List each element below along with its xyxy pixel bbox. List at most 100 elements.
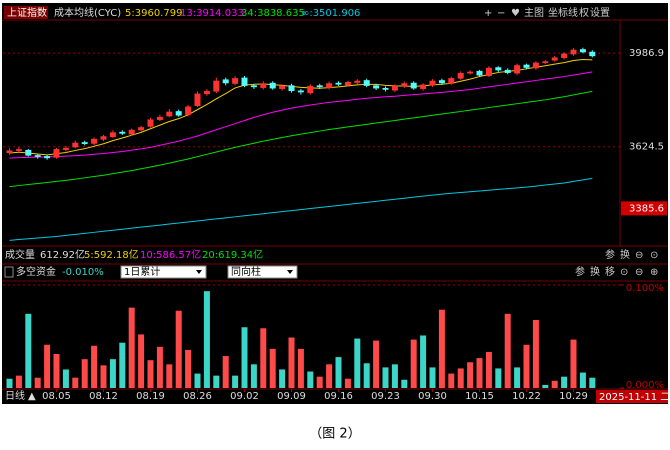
candle-body [485,67,492,77]
candle-body [156,116,163,120]
candle-body [410,82,417,89]
candle-body [72,142,79,148]
candle-body [213,80,220,92]
bar [495,368,502,388]
x-tick-label: 08.26 [183,391,212,402]
bar [476,358,483,388]
bar [91,345,98,388]
toolbar-button[interactable]: − [497,8,505,19]
bar [373,340,380,388]
x-tick-label: 09.09 [277,391,306,402]
bar [382,367,389,388]
candle-body [542,61,549,64]
candle-body [138,127,145,131]
period-arrow: ▲ [28,391,36,402]
candle-body [420,84,427,89]
volume-item: 20:619.34亿 [202,248,263,261]
bar [344,378,351,388]
candle-body [363,80,370,86]
toolbar-button[interactable]: 权 [579,6,589,19]
toolbar-button[interactable]: 设置 [590,7,610,19]
cursor-date: 2025-11-11 二 [599,392,670,403]
bar [53,354,60,388]
x-tick-label: 09.02 [230,391,259,402]
bar [542,384,549,388]
bar [100,365,107,388]
cost-line [9,59,593,156]
select[interactable] [120,265,207,279]
bar [15,375,22,388]
candle-body [382,87,389,90]
volume-item: 612.92亿 [40,248,85,261]
bar [448,373,455,388]
candle-body [260,83,267,88]
candle-body [457,72,464,79]
bar [316,376,323,388]
tool-button[interactable]: ⊙ [620,267,628,278]
bar [485,351,492,388]
volume-item: 10:586.57亿 [140,248,201,261]
x-tick-label: 08.19 [136,391,165,402]
x-tick-label: 09.30 [418,391,447,402]
candle-body [222,79,229,84]
tool-button[interactable]: ⊖ [635,250,643,261]
panel-title: 多空资金 [16,265,56,278]
tool-button[interactable]: 参 [605,248,615,261]
candle-body [100,136,107,140]
tool-button[interactable]: 换 [620,248,630,261]
candle-body [147,119,154,127]
cursor-date-box [596,390,668,403]
bar [119,342,126,388]
bar [354,338,361,388]
candle-body [279,85,286,89]
bar [232,375,239,388]
tool-button[interactable]: 移 [605,265,615,278]
price-marker-box [621,201,667,216]
candle-body [514,65,521,74]
bar [156,346,163,388]
tool-button[interactable]: 换 [590,265,600,278]
candle-body [175,111,182,116]
volume-item: 5:592.18亿 [84,248,139,261]
bar [401,379,408,388]
toolbar-button[interactable]: 坐标线 [548,6,578,19]
tool-button[interactable]: 参 [575,265,585,278]
select-label: 同向柱 [231,265,261,278]
candle-body [344,81,351,86]
candle-body [288,85,295,92]
select[interactable] [227,265,298,279]
legend-entry: 13:3914.033 [180,8,244,19]
candle-body [495,67,502,71]
bar [551,380,558,388]
bar [34,377,41,388]
toolbar-button[interactable]: ♥ [511,8,520,19]
bar [561,376,568,388]
bar [44,344,51,388]
tool-button[interactable]: ⊖ [635,267,643,278]
candle-body [429,80,436,86]
volume-label: 成交量 [5,248,35,261]
candle-body [326,83,333,88]
caption: （图 2） [309,427,360,442]
candle-body [53,149,60,158]
candle-body [62,147,69,150]
bar [589,377,596,388]
x-tick-label: 09.23 [371,391,400,402]
tool-button[interactable]: ⊙ [650,250,658,261]
bar [269,348,276,388]
select-arrow [287,270,293,274]
bar [467,362,474,388]
candle-body [44,156,51,159]
candle-body [307,85,314,94]
candle-body [467,71,474,74]
candle-body [448,78,455,84]
help-icon[interactable] [4,266,14,278]
candle-body [579,49,586,53]
tool-button[interactable]: ⊕ [650,267,658,278]
toolbar-button[interactable]: + [484,8,492,19]
bar [297,348,304,388]
bar [579,372,586,388]
candle-body [81,142,88,144]
toolbar-button[interactable]: 主图 [524,7,544,19]
